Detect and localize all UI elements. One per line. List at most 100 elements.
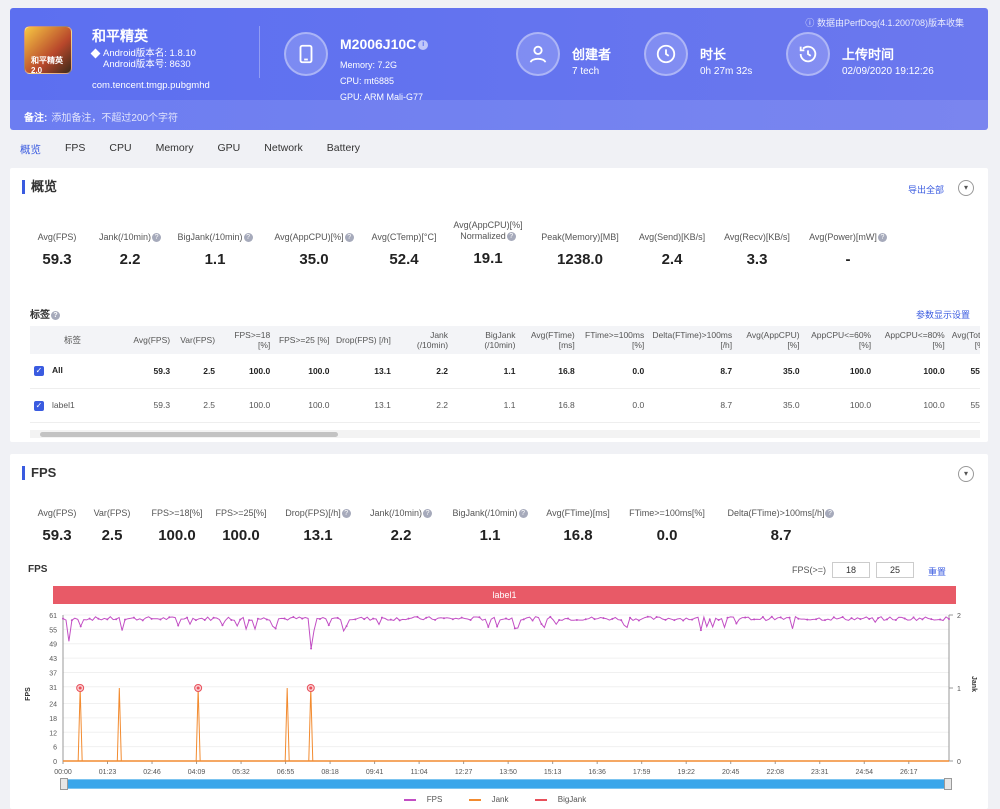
x-tick-label: 17:59 [633, 769, 651, 776]
help-icon[interactable]: ? [518, 509, 528, 519]
zoom-range-slider[interactable] [60, 778, 952, 790]
range-handle-right[interactable] [944, 778, 952, 790]
info-icon[interactable]: i [418, 40, 429, 51]
fps-metric: FPS>=18[%] 100.0 [151, 508, 203, 544]
fps-point [726, 616, 729, 619]
y2-axis-title: Jank [970, 676, 977, 692]
fps-point [735, 622, 738, 625]
fps-point [894, 618, 897, 621]
legend-bigjank[interactable]: BigJank [534, 795, 594, 804]
fps-point [115, 618, 118, 621]
threshold-input-2[interactable]: 25 [876, 562, 914, 578]
range-handle-left[interactable] [60, 778, 68, 790]
y-tick-label: 12 [49, 730, 57, 737]
fps-metric: Drop(FPS)[/h]? 13.1 [276, 508, 360, 544]
table-row[interactable]: ✓ label1 59.3 2.5 100.0 100.0 13.1 2.2 1.1 16.8 0… [30, 388, 980, 423]
export-all-link[interactable]: 导出全部 [907, 185, 944, 195]
checkbox[interactable]: ✓ [34, 366, 44, 377]
fps-point [88, 617, 91, 620]
collapse-icon[interactable]: ▾ [958, 466, 974, 482]
scrollbar-thumb[interactable] [40, 432, 338, 437]
jank-spike [284, 687, 290, 762]
fps-point [389, 618, 392, 621]
overview-title: 概览 [22, 180, 57, 194]
x-tick-label: 04:09 [188, 769, 206, 776]
metric-appcpu-normalized: Avg(AppCPU)[%] Normalized? 19.1 [453, 220, 523, 267]
x-tick-label: 24:54 [855, 769, 873, 776]
table-scrollbar[interactable] [30, 430, 980, 438]
tab-gpu[interactable]: GPU [217, 142, 241, 154]
y-tick-label: 43 [49, 656, 57, 663]
help-icon[interactable]: ? [341, 509, 351, 519]
table-row[interactable]: ✓ All 59.3 2.5 100.0 100.0 13.1 2.2 1.1 16.8 0.0 8… [30, 354, 980, 389]
fps-point [97, 617, 100, 620]
jank-spike [308, 687, 314, 762]
reset-link[interactable]: 重置 [928, 567, 947, 577]
help-icon[interactable]: ? [243, 233, 253, 243]
label-band[interactable]: label1 [53, 586, 956, 604]
tab-battery[interactable]: Battery [326, 142, 361, 154]
device-memory: Memory: 7.2G [340, 60, 398, 70]
upload-value: 02/09/2020 19:12:26 [842, 66, 934, 77]
y-tick-label: 24 [49, 702, 57, 709]
legend-fps[interactable]: FPS [403, 795, 451, 804]
help-icon[interactable]: ? [506, 232, 516, 242]
fps-point [132, 616, 135, 619]
param-settings-link[interactable]: 参数显示设置 [915, 310, 970, 320]
help-icon[interactable]: ? [825, 509, 835, 519]
fps-point [567, 617, 570, 620]
report-header: ⓘ 数据由PerfDog(4.1.200708)版本收集 和平精英2.0 和平精… [10, 8, 988, 130]
x-tick-label: 22:08 [766, 769, 784, 776]
fps-point [62, 617, 64, 620]
android-icon [90, 48, 101, 59]
bigjank-marker-core [78, 686, 82, 690]
fps-point [558, 619, 561, 622]
x-tick-label: 02:46 [143, 769, 161, 776]
fps-point [859, 618, 862, 621]
fps-point [903, 617, 906, 620]
fps-point [806, 618, 809, 621]
note-field[interactable]: 备注: 添加备注，不超过200个字符 [10, 100, 988, 130]
help-icon[interactable]: ? [152, 233, 162, 243]
threshold-label: FPS(>=) [792, 565, 827, 575]
fps-point [248, 619, 251, 622]
fps-point [221, 624, 224, 627]
help-icon[interactable]: ? [51, 310, 60, 320]
tab-memory[interactable]: Memory [155, 142, 194, 154]
tab-network[interactable]: Network [264, 142, 303, 154]
threshold-input-1[interactable]: 18 [832, 562, 870, 578]
fps-point [186, 616, 189, 619]
x-tick-label: 00:00 [54, 769, 72, 776]
tab-cpu[interactable]: CPU [109, 142, 132, 154]
legend-jank[interactable]: Jank [468, 795, 517, 804]
metric-avg-send: Avg(Send)[KB/s] 2.4 [638, 232, 706, 268]
fps-point [168, 616, 171, 619]
fps-point [505, 617, 507, 620]
x-tick-label: 26:17 [900, 769, 918, 776]
chart-title: FPS [28, 564, 48, 575]
fps-point [664, 618, 667, 621]
fps-point [620, 619, 623, 622]
source-note: ⓘ 数据由PerfDog(4.1.200708)版本收集 [805, 18, 964, 28]
fps-point [159, 618, 162, 621]
fps-point [336, 616, 339, 619]
collapse-icon[interactable]: ▾ [958, 180, 974, 196]
section-tabs: 概览 FPS CPU Memory GPU Network Battery [10, 138, 372, 160]
creator-value: 7 tech [572, 66, 600, 77]
fps-point [274, 627, 277, 630]
y2-tick-label: 1 [957, 686, 961, 693]
tab-overview[interactable]: 概览 [20, 144, 41, 156]
fps-point [823, 619, 826, 622]
clock-icon [644, 32, 688, 76]
tab-fps[interactable]: FPS [65, 142, 86, 154]
fps-metric: FPS>=25[%] 100.0 [215, 508, 267, 544]
fps-point [939, 618, 942, 621]
fps-point [442, 617, 445, 620]
fps-point [850, 617, 853, 620]
fps-point [788, 616, 791, 619]
help-icon[interactable]: ? [344, 233, 354, 243]
fps-metric: Avg(FPS) 59.3 [37, 508, 77, 544]
help-icon[interactable]: ? [423, 509, 433, 519]
checkbox[interactable]: ✓ [34, 400, 44, 411]
help-icon[interactable]: ? [877, 233, 887, 243]
